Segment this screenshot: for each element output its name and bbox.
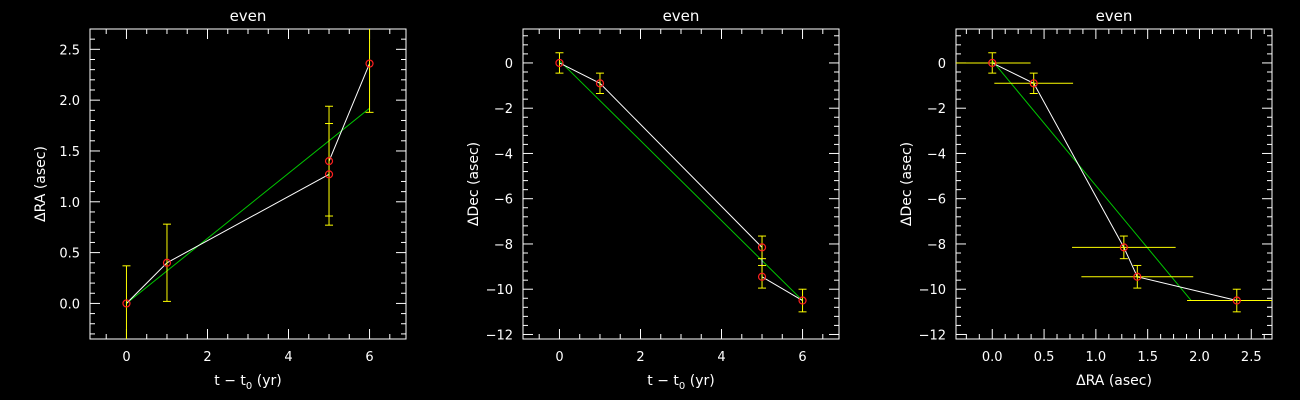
- fit-line: [126, 107, 370, 304]
- chart-title: even: [230, 7, 267, 25]
- y-tick-label: −2: [494, 102, 513, 117]
- data-point: [1133, 272, 1142, 281]
- x-tick-label: 4: [717, 350, 725, 365]
- data-layer: [122, 29, 374, 339]
- data-point: [757, 272, 767, 281]
- data-point: [365, 59, 374, 68]
- data-point: [798, 296, 807, 305]
- y-tick-label: −6: [494, 193, 513, 208]
- y-tick-label: 0.5: [59, 247, 80, 262]
- chart-panel-3: even 0.0 0.5 1.0 1.5 2.0 2.5 0 −2 −4 −6 −8 −10 −12 ΔRA…: [899, 7, 1273, 389]
- data-point: [595, 79, 605, 88]
- x-tick-label: 0: [555, 350, 563, 365]
- x-tick-label: 0: [122, 350, 130, 365]
- x-tick-label: 2.5: [1241, 350, 1262, 365]
- y-tick-label: 0: [505, 57, 513, 72]
- y-tick-label: −4: [927, 147, 946, 162]
- data-point: [324, 157, 334, 166]
- data-point: [555, 58, 564, 68]
- chart-panel-1: even 0 2 4 6 0.0 0.5 1.0 1.5 2.0 2.5 t − t0 (yr) ΔRA…: [33, 7, 407, 392]
- x-tick-label: 2: [203, 350, 211, 365]
- x-tick-label: 1.0: [1086, 350, 1107, 365]
- data-point: [988, 58, 997, 68]
- y-tick-label: −10: [919, 283, 946, 298]
- x-tick-label: 2.0: [1189, 350, 1210, 365]
- y-tick-label: −8: [494, 238, 513, 253]
- y-tick-label: −12: [919, 328, 946, 343]
- x-tick-label: 6: [798, 350, 806, 365]
- x-axis-label: ΔRA (asec): [1076, 373, 1152, 389]
- data-point: [1232, 296, 1241, 305]
- y-axis-label: ΔRA (asec): [33, 146, 49, 222]
- plot-frame: [522, 28, 840, 340]
- y-tick-label: −2: [927, 102, 946, 117]
- y-tick-label: 2.5: [59, 43, 80, 58]
- data-point: [1119, 243, 1128, 252]
- data-point: [757, 243, 767, 252]
- x-axis-label: t − t0 (yr): [214, 373, 281, 392]
- x-tick-label: 2: [636, 350, 644, 365]
- y-tick-label: 0: [938, 57, 946, 72]
- x-axis-label: t − t0 (yr): [647, 373, 714, 392]
- y-tick-label: −4: [494, 147, 513, 162]
- data-point: [1029, 79, 1038, 88]
- y-tick-label: 2.0: [59, 94, 80, 109]
- y-axis-label: ΔDec (asec): [466, 142, 482, 226]
- data-layer: [956, 52, 1272, 313]
- y-tick-label: −10: [486, 283, 513, 298]
- x-tick-label: 0.0: [982, 350, 1003, 365]
- data-point: [122, 299, 131, 308]
- data-layer: [555, 52, 807, 313]
- y-tick-label: −8: [927, 238, 946, 253]
- y-tick-label: 1.5: [59, 145, 80, 160]
- y-axis-label: ΔDec (asec): [899, 142, 915, 226]
- path-line: [126, 63, 370, 304]
- fit-line: [559, 60, 803, 301]
- chart-title: even: [1096, 7, 1133, 25]
- data-point: [162, 258, 172, 267]
- x-tick-label: 0.5: [1034, 350, 1055, 365]
- x-tick-label: 6: [365, 350, 373, 365]
- data-point: [324, 170, 334, 179]
- y-tick-label: −12: [486, 328, 513, 343]
- y-tick-label: 1.0: [59, 196, 80, 211]
- chart-panel-2: even 0 2 4 6 0 −2 −4 −6 −8 −10 −12 t − t0 (yr) ΔDec (…: [466, 7, 840, 392]
- x-tick-label: 4: [284, 350, 292, 365]
- chart-title: even: [663, 7, 700, 25]
- y-tick-label: 0.0: [59, 297, 80, 312]
- x-tick-label: 1.5: [1137, 350, 1158, 365]
- path-line: [992, 62, 1237, 302]
- y-tick-label: −6: [927, 193, 946, 208]
- fit-line: [991, 60, 1192, 301]
- plot-frame: [955, 28, 1273, 340]
